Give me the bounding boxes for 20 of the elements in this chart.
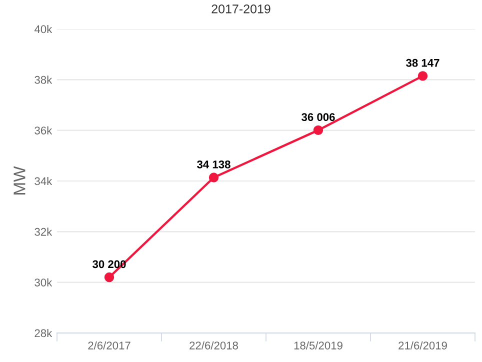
y-tick-label: 38k (34, 76, 52, 84)
data-label: 36 006 (302, 113, 335, 122)
y-axis-title: MW (14, 166, 26, 194)
y-tick-label: 40k (34, 24, 52, 34)
y-tick-label: 30k (34, 278, 52, 286)
y-tick-label: 32k (34, 228, 52, 236)
y-tick-label: 36k (34, 126, 52, 134)
x-tick-label: 2/6/2017 (88, 341, 130, 350)
x-tick-label: 18/5/2019 (294, 341, 342, 350)
x-tick-label: 22/6/2018 (190, 341, 238, 350)
point (418, 71, 428, 81)
point (313, 125, 324, 136)
x-tick-label: 21/6/2019 (398, 341, 447, 350)
point (104, 272, 114, 282)
y-tick-label: 34k (34, 176, 52, 186)
point (208, 172, 219, 182)
data-label: 34 138 (197, 160, 230, 168)
chart-title: 2017-2019 (212, 4, 270, 14)
data-label: 38 147 (406, 58, 440, 67)
y-tick-label: 28k (34, 328, 52, 338)
